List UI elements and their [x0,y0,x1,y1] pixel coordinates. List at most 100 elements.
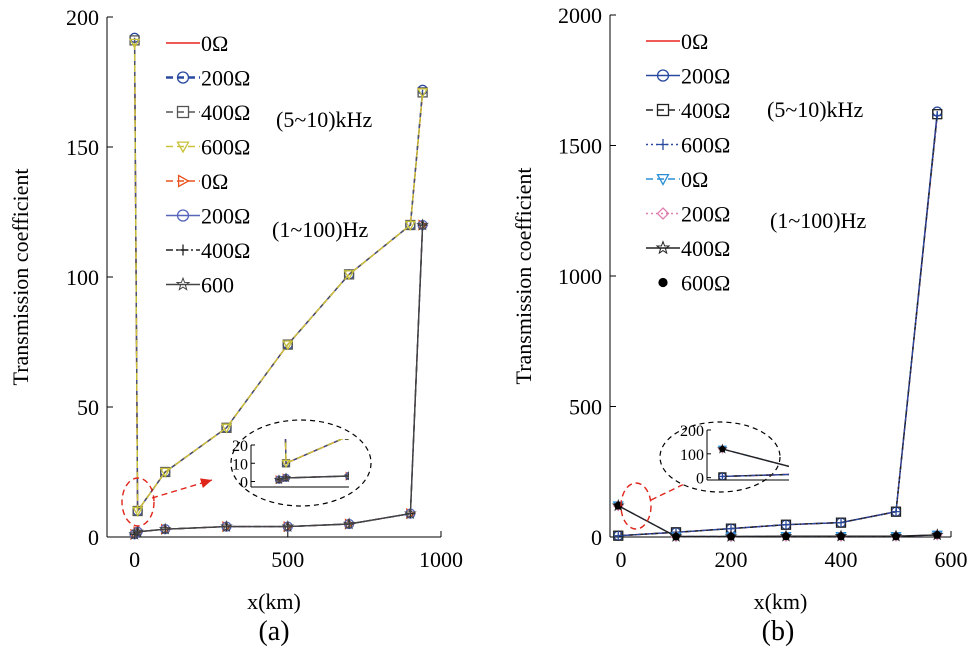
series-3 [276,132,941,469]
legend-item: 600Ω [166,135,250,160]
callout-ellipse [620,482,652,530]
series-line [284,439,344,465]
marker-triangle-down [656,173,670,186]
band-label: (1~100)Hz [770,208,866,233]
marker-circle [906,462,913,469]
legend-item: 600 [166,273,234,298]
legend-item: 200Ω [166,204,250,229]
marker-circle [486,401,493,408]
x-axis-label: x(km) [754,589,808,614]
legend-item: 0Ω [646,167,708,192]
marker-star [929,473,937,480]
y-tick-label: 1000 [558,264,602,289]
legend: 0Ω 200Ω 400Ω 600Ω 0Ω 200Ω 400Ω 600 [166,31,250,298]
y-tick-label: 100 [66,265,99,290]
legend-label: 400Ω [201,238,250,263]
marker-star [655,240,671,255]
y-tick-label: 50 [77,395,99,420]
marker-triangle-down [276,132,283,138]
marker-triangle-down [626,344,633,350]
marker-triangle-right [906,462,912,469]
marker-square [626,343,633,350]
series-2 [281,294,773,468]
marker-dot [837,532,845,541]
series-0 [284,439,344,465]
marker-star [416,218,429,231]
marker-square [827,470,834,477]
legend-label: 200Ω [681,202,730,227]
marker-triangle-down [934,166,941,172]
series-line [133,42,424,514]
legend-label: 400Ω [681,236,730,261]
series-2 [718,467,936,480]
marker-square [766,294,773,301]
series-line [618,114,938,537]
marker-dot [892,532,900,541]
marker-diamond [656,207,670,220]
marker-triangle-down [159,467,171,478]
inset-ellipse [659,421,781,493]
marker-circle [626,471,633,478]
marker-star [273,474,285,485]
x-tick-label: 1000 [419,547,463,572]
marker-circle [934,259,941,266]
series-line [278,475,349,481]
series-7 [719,445,935,480]
marker-triangle-right [626,471,632,478]
marker-triangle-down [282,340,294,351]
y-tick-label: 500 [569,395,602,420]
legend-label: 0Ω [201,169,228,194]
marker-triangle-down [929,474,936,480]
y-tick-label: 150 [66,135,99,160]
marker-star [280,472,292,483]
marker-dot [930,475,935,480]
series-3 [613,110,942,541]
marker-star [485,470,493,477]
series-line [617,505,938,538]
marker-triangle-down [417,88,429,99]
series-7 [614,501,942,541]
marker-circle [827,470,834,477]
legend-item: 400Ω [646,98,730,123]
series-1 [281,294,773,468]
marker-star [158,522,172,535]
series-4 [275,259,940,485]
series-6 [275,472,349,484]
marker-triangle-down [132,506,144,517]
marker-circle [176,209,190,222]
marker-circle [766,294,773,301]
marker-triangle-right [934,259,940,266]
legend-label: 400Ω [201,100,250,125]
marker-triangle-down [766,294,773,300]
callout-ellipse [121,477,155,527]
marker-triangle-down [404,220,416,231]
legend-label: 600Ω [681,271,730,296]
legend-item: 0Ω [166,169,228,194]
marker-square [929,467,936,474]
legend-item: 400Ω [646,236,730,261]
marker-triangle-down [486,402,493,408]
series-3 [128,38,429,517]
y-tick-label: 1500 [558,134,602,159]
legend-label: 600Ω [201,135,250,160]
y-tick-label: 0 [88,525,99,550]
marker-circle [656,69,670,82]
series-7 [128,218,429,540]
series-0 [618,114,938,537]
marker-star [905,461,913,468]
marker-triangle-right [486,471,492,478]
panel-label: (a) [258,616,289,647]
legend-item: 600Ω [646,133,730,158]
y-tick-label: 2000 [558,3,602,28]
inset-y-tick-label: 200 [680,423,704,440]
marker-star [933,258,941,265]
marker-square [176,105,190,119]
marker-star [625,470,633,477]
series-line [618,114,938,537]
legend-item: 400Ω [166,100,250,125]
inset-y-tick-label: 0 [696,471,704,488]
series-line [278,475,349,481]
x-tick-label: 0 [129,547,140,572]
series-7 [273,258,941,485]
marker-circle [486,471,493,478]
